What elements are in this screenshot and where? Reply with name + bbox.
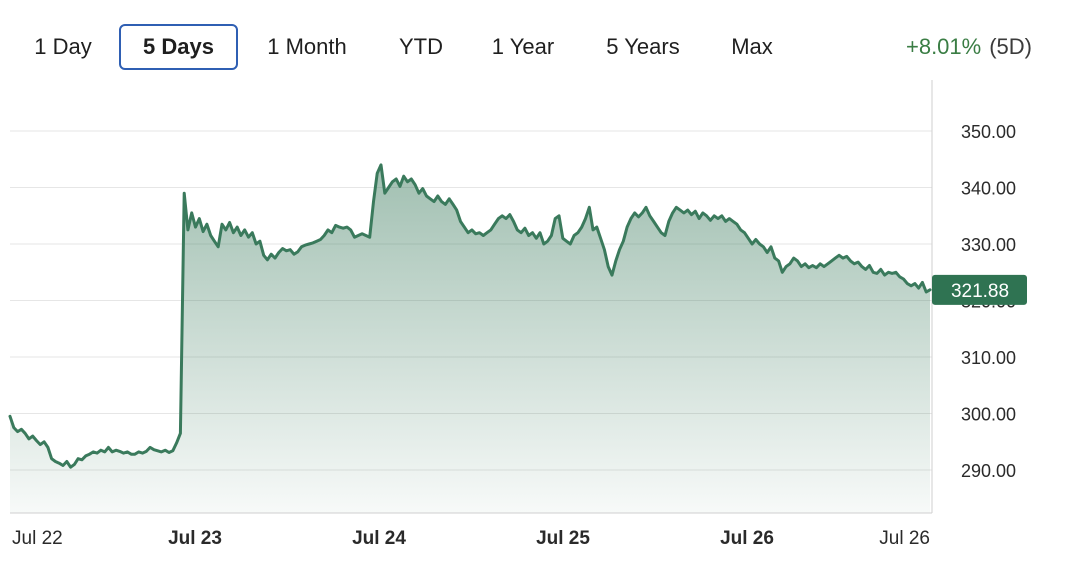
- y-axis-ticks: 350.00340.00330.00320.00310.00300.00290.…: [961, 122, 1016, 481]
- tab-5-days[interactable]: 5 Days: [119, 24, 238, 70]
- tab-1-year[interactable]: 1 Year: [491, 34, 555, 59]
- change-period: (5D): [989, 34, 1032, 59]
- price-area: [10, 164, 930, 513]
- tab-5-years[interactable]: 5 Years: [606, 34, 680, 59]
- price-line: [8, 163, 932, 469]
- tab-1-day[interactable]: 1 Day: [34, 34, 92, 59]
- tab-max[interactable]: Max: [731, 34, 773, 59]
- last-price-badge: 321.88: [932, 274, 1027, 305]
- x-tick-label: Jul 25: [536, 528, 590, 549]
- x-tick-label: Jul 22: [12, 528, 63, 549]
- y-tick-label: 290.00: [961, 461, 1016, 481]
- last-price-label: 321.88: [951, 281, 1009, 302]
- timeframe-tabs: 1 Day 5 Days 1 Month YTD 1 Year 5 Years …: [0, 0, 1080, 96]
- y-tick-label: 330.00: [961, 235, 1016, 255]
- tab-ytd[interactable]: YTD: [399, 34, 443, 59]
- x-tick-label: Jul 24: [352, 528, 406, 549]
- tab-1-month[interactable]: 1 Month: [267, 34, 347, 59]
- x-tick-label: Jul 23: [168, 528, 222, 549]
- x-tick-label: Jul 26: [720, 528, 774, 549]
- change-percent: +8.01%: [905, 34, 982, 59]
- y-tick-label: 350.00: [961, 122, 1016, 142]
- x-tick-label: Jul 26: [879, 528, 930, 549]
- price-change: +8.01% (5D): [906, 24, 1032, 70]
- x-axis-ticks: Jul 22 Jul 23 Jul 24 Jul 25 Jul 26 Jul 26: [12, 528, 930, 549]
- y-tick-label: 300.00: [961, 405, 1016, 425]
- y-tick-label: 340.00: [961, 179, 1016, 199]
- y-tick-label: 310.00: [961, 348, 1016, 368]
